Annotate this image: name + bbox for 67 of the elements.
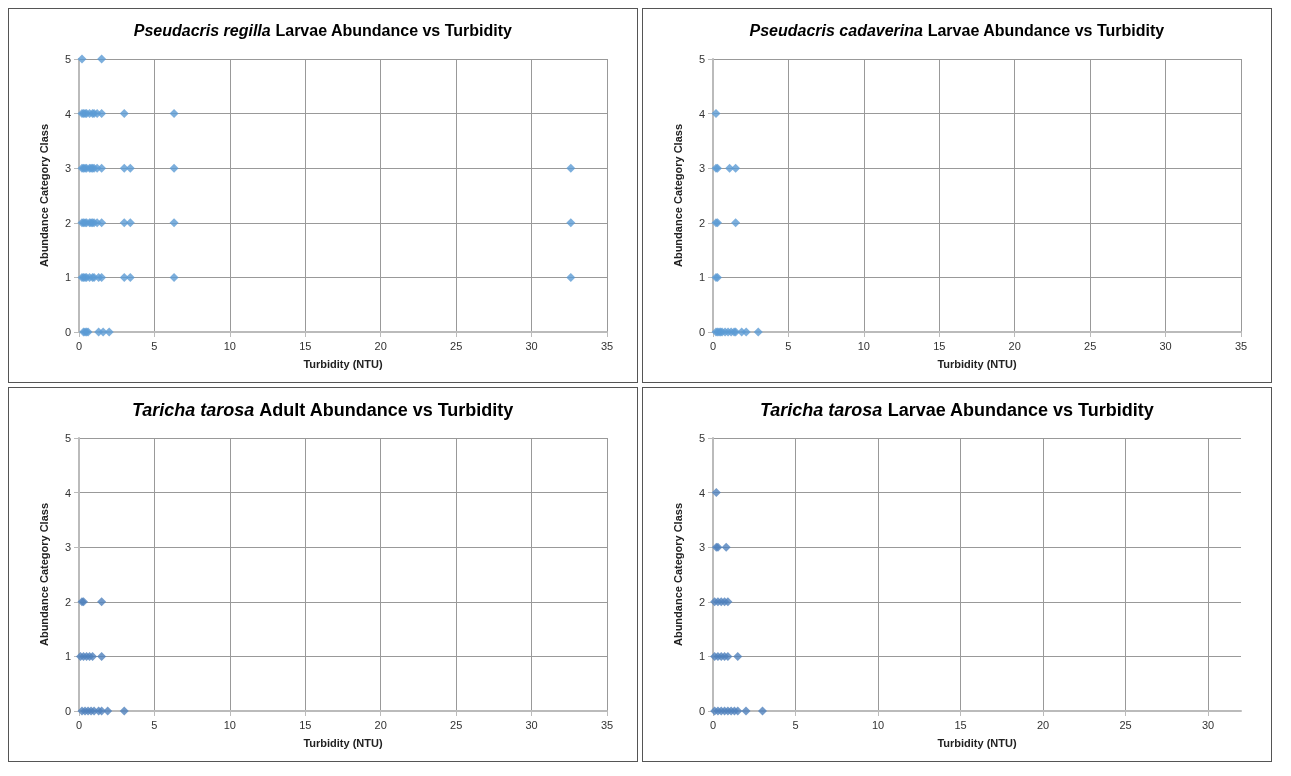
y-tick-label: 0 [64,326,71,338]
chart-title: Taricha tarosa Adult Abundance vs Turbidity [131,400,514,420]
y-tick-label: 5 [698,53,705,65]
y-tick-label: 3 [64,541,71,554]
x-tick-label: 15 [299,339,312,352]
chart-title: Pseudacris cadaverina Larvae Abundance vs Turbidity [749,21,1165,39]
y-axis-title: Abundance Category Class [671,502,684,647]
x-tick-label: 30 [1201,718,1215,731]
y-tick-label: 2 [64,216,71,229]
x-tick-label: 15 [299,718,312,731]
x-tick-label: 5 [151,718,158,731]
y-tick-label: 2 [64,595,71,608]
x-tick-label: 10 [871,718,885,731]
y-tick-label: 2 [698,216,705,229]
chart-title: Pseudacris regilla Larvae Abundance vs Turbidity [133,21,513,39]
y-tick-label: 3 [698,162,705,175]
x-tick-label: 35 [600,718,614,731]
y-tick-label: 0 [698,326,705,338]
chart-title: Taricha tarosa Larvae Abundance vs Turbidity [759,400,1154,420]
x-tick-label: 25 [450,718,463,731]
x-tick-label: 20 [1036,718,1050,731]
x-tick-label: 0 [75,339,83,352]
x-tick-label: 25 [1084,339,1097,352]
x-tick-label: 30 [1159,339,1172,352]
x-tick-label: 10 [223,339,236,352]
x-tick-label: 0 [75,718,83,731]
y-axis-title: Abundance Category Class [37,123,50,268]
x-tick-label: 0 [709,718,717,731]
x-tick-label: 30 [525,339,538,352]
x-axis-title: Turbidity (NTU) [303,736,383,749]
y-tick-label: 1 [698,271,705,284]
y-tick-label: 0 [64,705,71,717]
x-tick-label: 10 [857,339,870,352]
y-tick-label: 4 [64,107,71,120]
x-tick-label: 20 [1008,339,1021,352]
y-axis-title: Abundance Category Class [671,123,684,268]
x-axis-title: Turbidity (NTU) [937,736,1017,749]
x-tick-label: 20 [374,718,387,731]
y-tick-label: 1 [64,271,71,284]
x-tick-label: 20 [374,339,387,352]
y-tick-label: 4 [698,107,705,120]
y-axis-title: Abundance Category Class [37,502,50,647]
x-tick-label: 15 [954,718,967,731]
x-tick-label: 5 [792,718,799,731]
y-tick-label: 0 [698,705,705,717]
y-tick-label: 4 [698,486,705,499]
y-tick-label: 4 [64,486,71,499]
x-tick-label: 5 [151,339,158,352]
x-tick-label: 35 [600,339,614,352]
x-tick-label: 10 [223,718,236,731]
x-axis-title: Turbidity (NTU) [303,357,383,370]
x-tick-label: 15 [933,339,946,352]
y-tick-label: 5 [64,53,71,65]
x-tick-label: 25 [1119,718,1132,731]
y-tick-label: 1 [698,650,705,663]
y-tick-label: 5 [698,432,705,444]
y-tick-label: 2 [698,595,705,608]
x-tick-label: 35 [1234,339,1248,352]
y-tick-label: 5 [64,432,71,444]
x-axis-title: Turbidity (NTU) [937,357,1017,370]
y-tick-label: 3 [698,541,705,554]
y-tick-label: 1 [64,650,71,663]
x-tick-label: 5 [785,339,792,352]
x-tick-label: 0 [709,339,717,352]
y-tick-label: 3 [64,162,71,175]
x-tick-label: 30 [525,718,538,731]
x-tick-label: 25 [450,339,463,352]
